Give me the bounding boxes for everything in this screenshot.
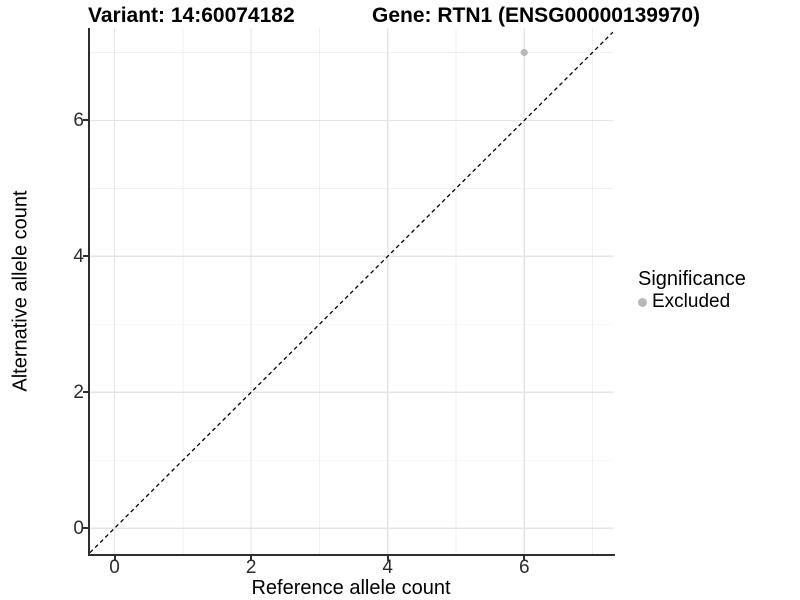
legend-item-excluded: Excluded: [638, 292, 746, 312]
x-axis-title: Reference allele count: [251, 577, 451, 599]
x-tick-mark: [386, 556, 389, 561]
y-axis-line: [88, 28, 90, 556]
plot-title-gene: Gene: RTN1 (ENSG00000139970): [372, 4, 700, 27]
legend-item-label: Excluded: [652, 291, 731, 312]
y-tick-label: 0: [73, 517, 84, 539]
legend-key-dot: [638, 297, 647, 307]
identity-dashed-line: [89, 31, 614, 554]
y-axis-title: Alternative allele count: [9, 190, 32, 392]
y-tick-label: 2: [73, 381, 84, 403]
legend-title: Significance: [638, 268, 746, 290]
plot-title-variant: Variant: 14:60074182: [88, 4, 295, 27]
x-tick-label: 4: [382, 557, 393, 578]
y-tick-mark: [83, 255, 88, 258]
plot-panel: [89, 28, 614, 554]
y-tick-mark: [83, 391, 88, 394]
y-tick-label: 6: [73, 109, 84, 131]
y-tick-label: 4: [73, 245, 84, 267]
plot-area: [89, 28, 614, 554]
x-tick-mark: [250, 556, 253, 561]
y-tick-mark: [83, 527, 88, 530]
y-tick-mark: [83, 119, 88, 122]
x-tick-label: 0: [109, 557, 120, 578]
x-axis-line: [88, 554, 615, 556]
x-tick-mark: [113, 556, 116, 561]
legend: Significance Excluded: [638, 268, 746, 312]
data-point: [520, 48, 528, 57]
x-tick-label: 2: [245, 557, 257, 578]
x-tick-mark: [523, 556, 526, 561]
x-tick-label: 6: [518, 557, 530, 578]
